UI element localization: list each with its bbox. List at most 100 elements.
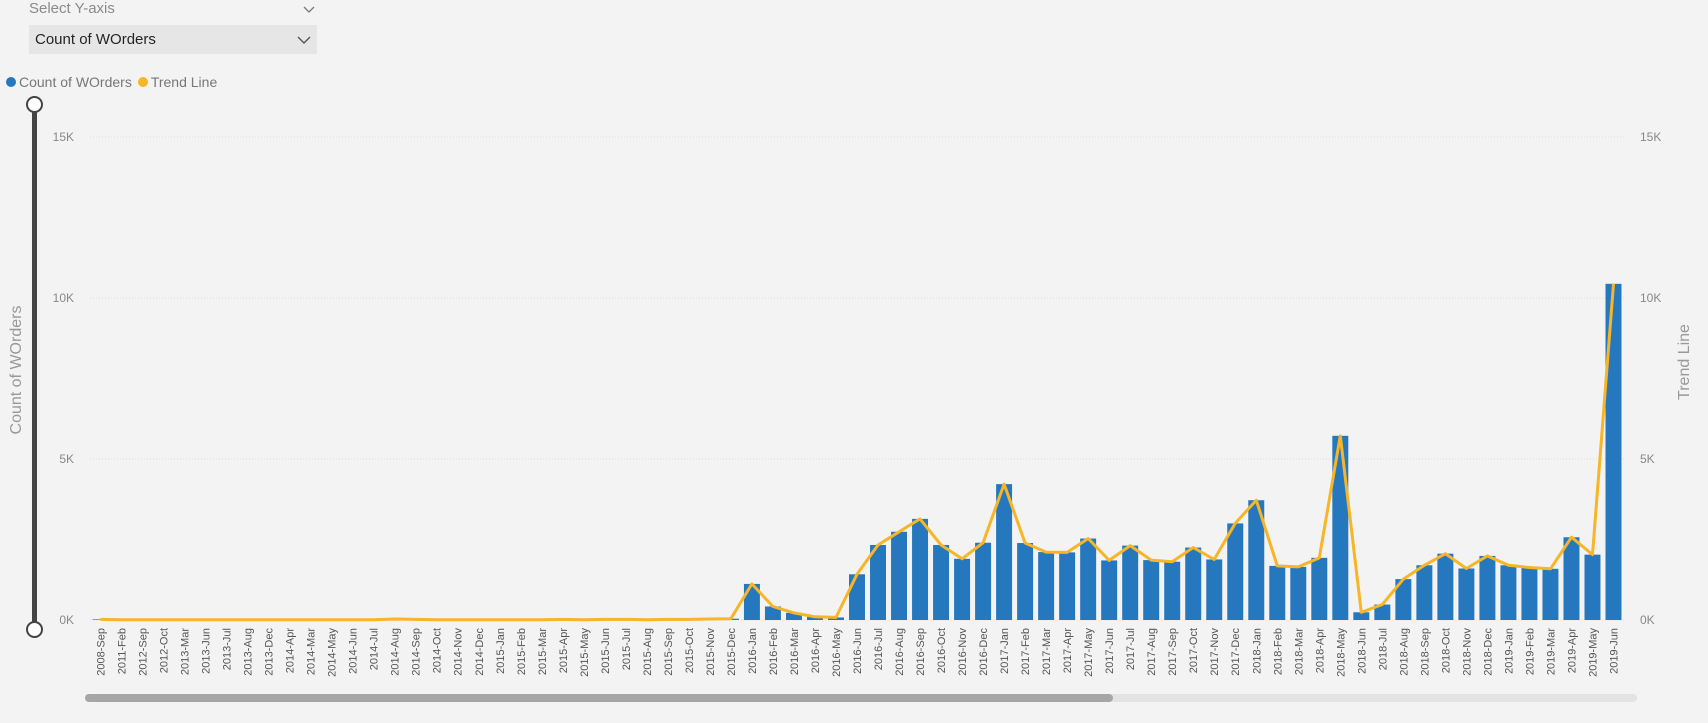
bar [785, 612, 802, 620]
x-tick-label: 2016-Aug [894, 628, 906, 676]
x-tick-label: 2015-Dec [726, 628, 738, 676]
bar [1248, 500, 1265, 620]
x-tick-label: 2016-Oct [936, 628, 948, 673]
x-tick-label: 2017-Apr [1062, 628, 1074, 674]
x-tick-label: 2018-Dec [1482, 628, 1494, 676]
x-tick-label: 2016-Nov [957, 628, 969, 676]
x-tick-label: 2016-May [831, 628, 843, 677]
x-tick-label: 2019-Jun [1609, 628, 1621, 674]
x-tick-label: 2017-Feb [1020, 628, 1032, 675]
x-tick-label: 2018-Apr [1314, 628, 1326, 674]
bar [954, 558, 971, 620]
x-tick-label: 2012-Oct [159, 628, 171, 673]
bar [1143, 560, 1160, 620]
bar [1227, 523, 1244, 620]
x-tick-label: 2018-Nov [1461, 628, 1473, 676]
chevron-down-icon[interactable] [297, 25, 311, 54]
zoom-slider-top-handle[interactable] [26, 96, 43, 113]
y2-tick-label: 10K [1640, 291, 1661, 305]
bar [1290, 566, 1307, 620]
legend-item-trend[interactable]: Trend Line [137, 74, 218, 90]
x-tick-label: 2014-Apr [285, 628, 297, 674]
x-tick-label: 2017-Jul [1125, 628, 1137, 670]
bar [1080, 538, 1097, 620]
bar [1353, 612, 1370, 620]
x-tick-label: 2018-Jul [1377, 628, 1389, 670]
horizontal-scrollbar[interactable] [85, 694, 1637, 702]
x-tick-label: 2017-Oct [1188, 628, 1200, 673]
bar [1395, 579, 1412, 620]
x-tick-label: 2013-Jul [222, 628, 234, 670]
x-tick-label: 2017-Sep [1167, 628, 1179, 676]
bar [1038, 552, 1055, 620]
bar [764, 606, 781, 620]
x-tick-label: 2019-Mar [1546, 628, 1558, 675]
x-tick-label: 2019-Apr [1567, 628, 1579, 674]
x-tick-label: 2017-Mar [1041, 628, 1053, 675]
x-tick-label: 2018-Feb [1272, 628, 1284, 675]
x-tick-label: 2018-Jun [1356, 628, 1368, 674]
bar [1521, 567, 1538, 620]
bar [1563, 537, 1580, 620]
x-tick-label: 2015-Aug [642, 628, 654, 676]
slicer-title: Select Y-axis [29, 0, 319, 20]
x-tick-label: 2016-Jun [852, 628, 864, 674]
bar [933, 544, 950, 620]
legend-dot-icon [137, 77, 148, 87]
x-tick-label: 2014-Oct [432, 628, 444, 673]
zoom-slider-track[interactable] [32, 103, 37, 629]
x-tick-label: 2008-Sep [96, 628, 108, 676]
bar [1458, 568, 1475, 620]
x-tick-label: 2014-Mar [306, 628, 318, 675]
bar [870, 544, 886, 620]
bar [1101, 560, 1118, 620]
chevron-down-icon[interactable] [303, 0, 315, 18]
bar [1584, 554, 1601, 620]
y-tick-label: 15K [53, 130, 74, 144]
x-tick-label: 2015-Sep [663, 628, 675, 676]
bar [1542, 568, 1559, 620]
slicer-title-label: Select Y-axis [29, 0, 115, 17]
x-tick-label: 2015-May [579, 628, 591, 677]
x-tick-label: 2011-Feb [117, 628, 129, 674]
x-tick-label: 2014-Jun [348, 628, 360, 674]
x-tick-label: 2013-Jun [201, 628, 213, 674]
y2-axis-title: Trend Line [1676, 324, 1693, 400]
bar [806, 616, 823, 620]
x-tick-label: 2015-Nov [705, 628, 717, 676]
bar [975, 542, 992, 620]
x-tick-label: 2018-Mar [1293, 628, 1305, 675]
y-axis-dropdown[interactable]: Count of WOrders [29, 25, 317, 54]
bar [849, 574, 865, 620]
x-tick-label: 2017-Nov [1209, 628, 1221, 676]
zoom-slider-bottom-handle[interactable] [26, 621, 43, 638]
dropdown-selected-value: Count of WOrders [35, 31, 156, 48]
y-tick-label: 0K [59, 613, 74, 627]
bar [1437, 553, 1454, 620]
x-tick-label: 2014-Jul [369, 628, 381, 670]
x-tick-label: 2014-Nov [453, 628, 465, 676]
x-tick-label: 2015-Jun [600, 628, 612, 674]
scrollbar-thumb[interactable] [85, 694, 1113, 702]
x-tick-label: 2017-Dec [1230, 628, 1242, 676]
bar [1500, 565, 1517, 620]
bar [1206, 559, 1223, 620]
y-axis-title: Count of WOrders [8, 306, 25, 435]
x-tick-label: 2018-Jan [1251, 628, 1263, 674]
x-tick-label: 2016-Sep [915, 628, 927, 676]
chart-legend: Count of WOrders Trend Line [6, 73, 223, 91]
x-tick-label: 2016-Mar [789, 628, 801, 675]
y-tick-label: 5K [59, 452, 74, 466]
x-tick-label: 2013-Dec [264, 628, 276, 676]
legend-label: Count of WOrders [19, 74, 132, 90]
x-tick-label: 2019-Feb [1524, 628, 1536, 675]
y2-tick-label: 15K [1640, 130, 1661, 144]
legend-label: Trend Line [150, 74, 218, 90]
bar [1479, 555, 1496, 620]
x-tick-label: 2015-Jul [621, 628, 633, 670]
legend-item-bars[interactable]: Count of WOrders [6, 74, 132, 90]
x-tick-label: 2015-Mar [537, 628, 549, 675]
x-tick-label: 2015-Apr [558, 628, 570, 674]
bar [1059, 552, 1076, 620]
